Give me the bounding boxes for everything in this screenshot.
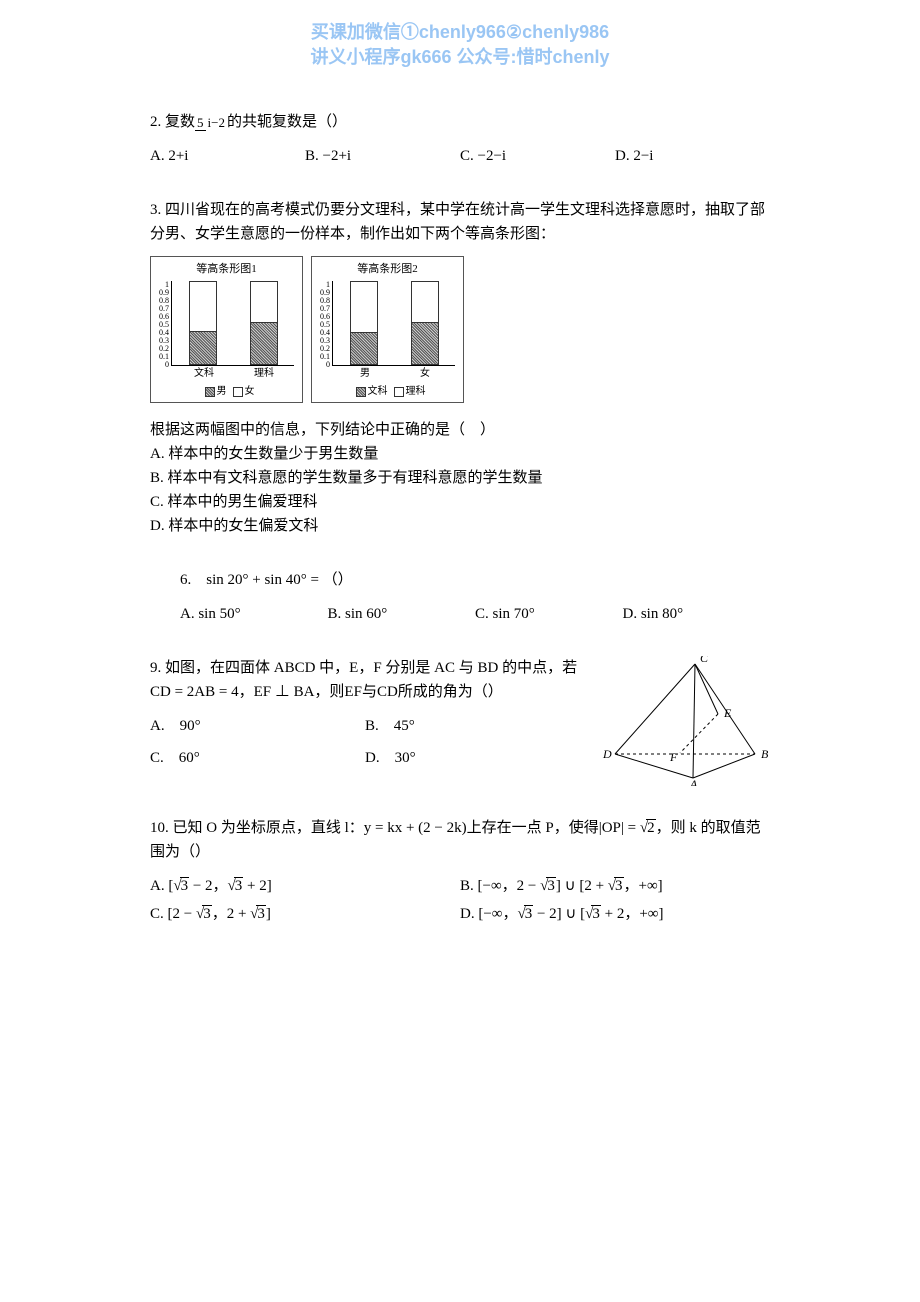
q9-optC: C. 60°	[150, 746, 365, 770]
q9-optA: A. 90°	[150, 714, 365, 738]
q9-optD: D. 30°	[365, 746, 580, 770]
chart-2: 等高条形图210.90.80.70.60.50.40.30.20.10男女文科理…	[311, 256, 464, 403]
question-6: 6. sin 20° + sin 40° = （） A. sin 50° B. …	[150, 568, 770, 626]
chart-title: 等高条形图1	[159, 261, 294, 279]
chart-1: 等高条形图110.90.80.70.60.50.40.30.20.10文科理科男…	[150, 256, 303, 403]
q2-options: A. 2+i B. −2+i C. −2−i D. 2−i	[150, 144, 770, 168]
q10-optC: C. [2 − 3，2 + 3]	[150, 902, 460, 926]
q6-optB: B. sin 60°	[328, 602, 476, 626]
q6-optC: C. sin 70°	[475, 602, 623, 626]
tetrahedron-diagram: C D B A E F	[600, 656, 770, 786]
chart-legend: 文科理科	[320, 384, 455, 400]
q9-row1: A. 90° B. 45°	[150, 714, 580, 738]
q2-optA: A. 2+i	[150, 144, 305, 168]
q3-optA: A. 样本中的女生数量少于男生数量	[150, 442, 770, 466]
svg-text:B: B	[761, 747, 769, 761]
question-3: 3. 四川省现在的高考模式仍要分文理科，某中学在统计高一学生文理科选择意愿时，抽…	[150, 198, 770, 538]
question-10: 10. 已知 O 为坐标原点，直线 l：y = kx + (2 − 2k)上存在…	[150, 816, 770, 926]
q10-optD: D. [−∞，3 − 2] ∪ [3 + 2，+∞]	[460, 902, 770, 926]
sqrt: 2	[640, 816, 656, 840]
q9-optB: B. 45°	[365, 714, 580, 738]
q6-text: 6. sin 20° + sin 40° = （）	[180, 568, 770, 592]
watermark: 买课加微信①chenly966②chenly986 讲义小程序gk666 公众号…	[150, 20, 770, 70]
watermark-line2: 讲义小程序gk666 公众号:惜时chenly	[150, 45, 770, 70]
svg-text:F: F	[669, 750, 678, 764]
q3-text: 3. 四川省现在的高考模式仍要分文理科，某中学在统计高一学生文理科选择意愿时，抽…	[150, 198, 770, 246]
chart-title: 等高条形图2	[320, 261, 455, 279]
q3-optB: B. 样本中有文科意愿的学生数量多于有理科意愿的学生数量	[150, 466, 770, 490]
svg-text:E: E	[723, 706, 732, 720]
question-9: 9. 如图，在四面体 ABCD 中，E，F 分别是 AC 与 BD 的中点，若C…	[150, 656, 770, 786]
q2-text: 2. 复数5i−2的共轭复数是（）	[150, 110, 770, 134]
question-2: 2. 复数5i−2的共轭复数是（） A. 2+i B. −2+i C. −2−i…	[150, 110, 770, 168]
svg-text:C: C	[700, 656, 709, 665]
fraction: 5i−2	[195, 116, 227, 130]
q10-row2: C. [2 − 3，2 + 3] D. [−∞，3 − 2] ∪ [3 + 2，…	[150, 902, 770, 926]
q2-optC: C. −2−i	[460, 144, 615, 168]
chart-legend: 男女	[159, 384, 294, 400]
bar	[250, 281, 278, 365]
bar	[350, 281, 378, 365]
q10-optB: B. [−∞，2 − 3] ∪ [2 + 3，+∞]	[460, 874, 770, 898]
bar	[189, 281, 217, 365]
q2-optD: D. 2−i	[615, 144, 770, 168]
q3-optC: C. 样本中的男生偏爱理科	[150, 490, 770, 514]
q3-charts: 等高条形图110.90.80.70.60.50.40.30.20.10文科理科男…	[150, 256, 770, 403]
q6-options: A. sin 50° B. sin 60° C. sin 70° D. sin …	[180, 602, 770, 626]
q10-row1: A. [3 − 2，3 + 2] B. [−∞，2 − 3] ∪ [2 + 3，…	[150, 874, 770, 898]
q3-optD: D. 样本中的女生偏爱文科	[150, 514, 770, 538]
q10-optA: A. [3 − 2，3 + 2]	[150, 874, 460, 898]
watermark-line1: 买课加微信①chenly966②chenly986	[150, 20, 770, 45]
svg-text:A: A	[689, 777, 698, 786]
q10-text: 10. 已知 O 为坐标原点，直线 l：y = kx + (2 − 2k)上存在…	[150, 816, 770, 864]
q9-row2: C. 60° D. 30°	[150, 746, 580, 770]
q6-optD: D. sin 80°	[623, 602, 771, 626]
q3-conclusion-intro: 根据这两幅图中的信息，下列结论中正确的是（ ）	[150, 418, 770, 442]
q6-optA: A. sin 50°	[180, 602, 328, 626]
svg-text:D: D	[602, 747, 612, 761]
bar	[411, 281, 439, 365]
q9-text: 9. 如图，在四面体 ABCD 中，E，F 分别是 AC 与 BD 的中点，若C…	[150, 656, 580, 704]
q2-optB: B. −2+i	[305, 144, 460, 168]
